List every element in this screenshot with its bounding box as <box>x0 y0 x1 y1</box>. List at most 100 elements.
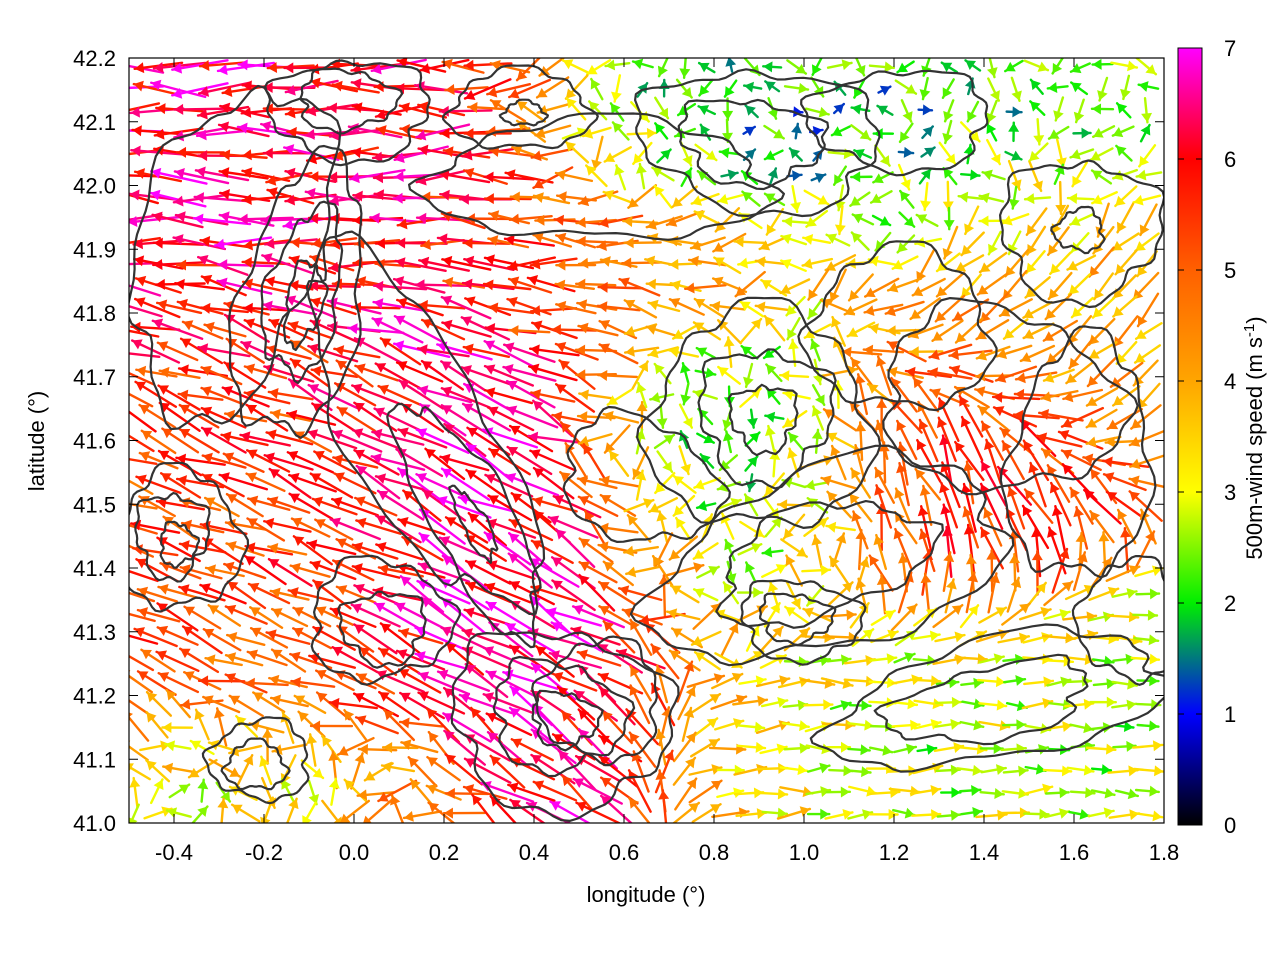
wind-vector-head <box>197 129 207 140</box>
wind-vector-head <box>440 190 450 201</box>
wind-vector-head <box>130 190 140 201</box>
wind-vector-head <box>955 632 965 643</box>
wind-vector-head <box>352 147 362 158</box>
x-tick-label: 0.8 <box>699 840 730 865</box>
wind-vector-head <box>376 238 385 249</box>
wind-vector-head <box>630 733 640 744</box>
wind-vector-head <box>1087 630 1097 641</box>
y-tick-label: 41.6 <box>73 429 116 454</box>
wind-vector-head <box>928 367 938 378</box>
wind-vector-head <box>271 409 281 420</box>
wind-vector-head <box>657 418 668 428</box>
wind-vector-head <box>242 149 251 160</box>
wind-vector-head <box>1084 699 1094 710</box>
wind-vector-head <box>1059 787 1068 798</box>
wind-vector-head <box>846 610 855 621</box>
wind-vector-head <box>599 282 608 293</box>
y-tick-label: 41.5 <box>73 492 116 517</box>
x-axis-title: longitude (°) <box>587 882 706 907</box>
wind-vector-head <box>923 104 932 115</box>
wind-vector-head <box>107 83 116 94</box>
wind-vector-head <box>113 607 123 618</box>
wind-vector-head <box>552 324 561 335</box>
wind-vector-head <box>115 538 125 548</box>
wind-vector-head <box>533 496 543 507</box>
wind-vector-head <box>1134 195 1144 206</box>
wind-vector-head <box>1137 170 1147 181</box>
wind-vector-head <box>669 259 678 270</box>
wind-vector-head <box>267 429 277 440</box>
wind-vector-head <box>757 808 767 819</box>
wind-vector-head <box>1009 554 1020 563</box>
wind-vector-head <box>598 370 607 381</box>
wind-vector-head <box>1039 809 1048 820</box>
wind-vector-head <box>662 461 672 472</box>
wind-vector-head <box>556 384 567 394</box>
terrain-contour <box>801 71 987 176</box>
wind-vector-head <box>382 762 392 773</box>
wind-vector-head <box>622 258 631 269</box>
wind-vector-head <box>686 733 696 743</box>
wind-vector-head <box>763 547 773 558</box>
wind-vector-head <box>510 214 519 225</box>
wind-vector <box>113 610 154 621</box>
wind-vector-head <box>291 563 301 574</box>
wind-vector-head <box>1153 740 1162 751</box>
wind-vector-head <box>427 757 438 767</box>
wind-vector-head <box>920 200 931 210</box>
wind-vector-head <box>821 565 830 576</box>
wind-vector-head <box>115 648 126 658</box>
wind-vector-head <box>463 238 472 249</box>
wind-vector-head <box>174 104 183 115</box>
wind-vector-head <box>201 303 210 314</box>
wind-vector-head <box>1033 135 1044 144</box>
wind-vector-head <box>876 399 887 408</box>
wind-vector-head <box>852 104 862 115</box>
wind-vector-head <box>1085 787 1094 798</box>
wind-vector-head <box>528 275 538 286</box>
x-tick-label: 0.6 <box>609 840 640 865</box>
wind-vector-head <box>445 84 454 95</box>
wind-vector-head <box>381 623 391 633</box>
wind-vector-head <box>725 86 735 97</box>
wind-vector-head <box>965 78 976 88</box>
wind-vector-head <box>647 279 656 290</box>
wind-vector-head <box>114 149 124 160</box>
wind-vector-head <box>650 392 660 403</box>
wind-vector-head <box>904 147 913 158</box>
wind-vector <box>116 403 155 432</box>
wind-vector-head <box>227 632 237 643</box>
wind-vector-head <box>1105 788 1115 799</box>
wind-vector-head <box>805 480 815 491</box>
wind-vector-head <box>987 67 998 77</box>
wind-vector <box>114 427 153 451</box>
wind-vector-head <box>1080 809 1090 820</box>
x-tick-label: 1.6 <box>1059 840 1090 865</box>
wind-vector-head <box>978 285 989 295</box>
wind-vector-head <box>1090 511 1100 521</box>
wind-vector-head <box>383 742 392 753</box>
wind-vector-head <box>269 388 279 399</box>
x-tick-label: 1.8 <box>1149 840 1180 865</box>
wind-vector-head <box>841 742 850 753</box>
wind-vector-head <box>578 475 588 486</box>
wind-vector-head <box>851 171 860 182</box>
wind-vector-head <box>463 279 473 290</box>
wind-vector-head <box>1148 610 1157 621</box>
wind-vector-head <box>685 283 694 294</box>
wind-vector-head <box>880 155 890 166</box>
wind-vector-head <box>1091 469 1101 479</box>
wind-vector-head <box>214 708 225 718</box>
wind-vector-head <box>150 190 160 201</box>
wind-vector-head <box>636 164 647 174</box>
wind-vector-head <box>728 169 738 180</box>
wind-vector-head <box>265 238 274 249</box>
wind-vector-head <box>217 799 228 808</box>
wind-vector-head <box>1094 289 1104 300</box>
wind-vector-head <box>485 193 494 204</box>
wind-vector-head <box>955 442 965 453</box>
wind-vector-head <box>1139 81 1149 92</box>
wind-vector-head <box>576 217 585 228</box>
wind-vector-head <box>156 279 165 290</box>
wind-vector-head <box>797 764 807 775</box>
